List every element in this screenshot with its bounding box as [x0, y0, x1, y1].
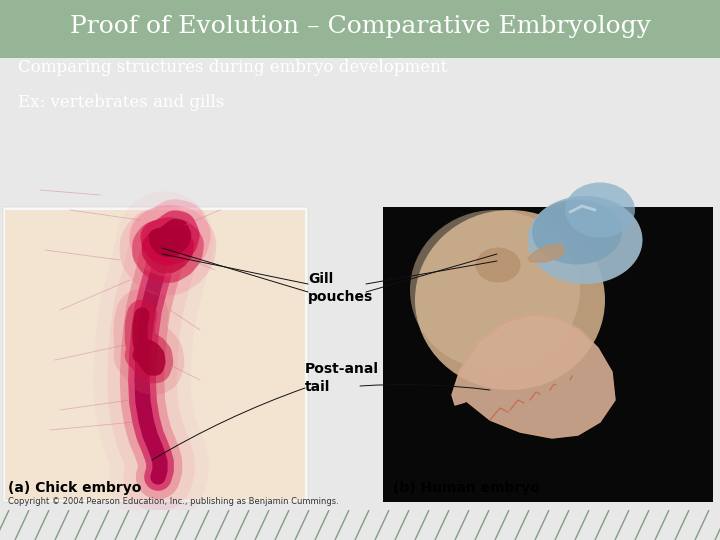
- Ellipse shape: [565, 183, 635, 238]
- Text: Comparing structures during embryo development: Comparing structures during embryo devel…: [18, 58, 447, 76]
- Text: Gill
pouches: Gill pouches: [308, 272, 373, 303]
- Bar: [3, 207, 308, 502]
- Polygon shape: [528, 245, 565, 262]
- Text: Ex: vertebrates and gills: Ex: vertebrates and gills: [18, 94, 224, 111]
- Polygon shape: [452, 314, 615, 438]
- Polygon shape: [452, 314, 615, 438]
- Text: Proof of Evolution – Comparative Embryology: Proof of Evolution – Comparative Embryol…: [70, 16, 650, 38]
- Ellipse shape: [415, 210, 605, 390]
- Ellipse shape: [532, 199, 622, 265]
- Bar: [5, 210, 305, 500]
- Text: (a) Chick embryo: (a) Chick embryo: [8, 481, 141, 495]
- Text: (b) Human embryo: (b) Human embryo: [393, 481, 540, 495]
- Ellipse shape: [410, 210, 580, 370]
- Text: Copyright © 2004 Pearson Education, Inc., publishing as Benjamin Cummings.: Copyright © 2004 Pearson Education, Inc.…: [8, 497, 338, 507]
- Text: Post-anal
tail: Post-anal tail: [305, 362, 379, 394]
- Ellipse shape: [475, 247, 521, 282]
- Ellipse shape: [528, 196, 642, 284]
- Bar: [0, 0, 720, 58]
- Bar: [383, 207, 713, 502]
